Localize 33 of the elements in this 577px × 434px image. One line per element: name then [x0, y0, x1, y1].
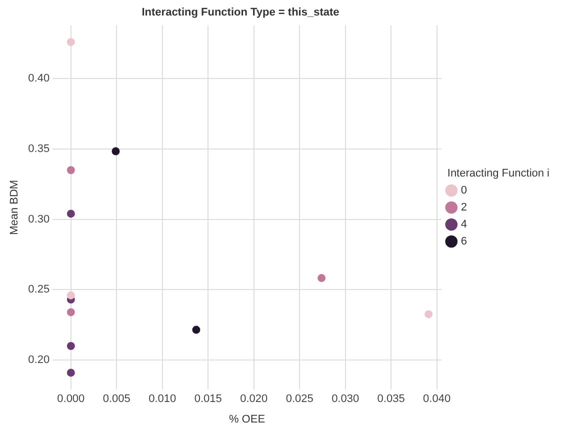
y-tick-label: 0.30 [28, 213, 50, 226]
point [112, 147, 120, 156]
point [192, 326, 200, 334]
x-axis-title: % OEE [228, 413, 266, 426]
x-tick-label: 0.020 [240, 393, 268, 406]
x-tick-label: 0.040 [423, 393, 451, 406]
x-tick-label: 0.000 [57, 393, 85, 406]
y-axis-title: Mean BDM [8, 180, 21, 235]
y-tick-label: 0.35 [28, 143, 50, 156]
legend-label: 0 [460, 184, 468, 197]
x-tick-label: 0.035 [377, 393, 405, 406]
x-tick-label: 0.015 [194, 393, 222, 406]
y-tick-label: 0.20 [28, 354, 50, 366]
y-tick-label: 0.25 [28, 284, 50, 296]
point [66, 291, 75, 300]
x-tick-label: 0.005 [102, 393, 130, 406]
legend-label: 4 [460, 218, 468, 231]
x-tick-label: 0.010 [148, 393, 176, 406]
y-tick-label: 0.40 [28, 72, 50, 85]
point [66, 210, 75, 218]
point [318, 274, 326, 282]
point [424, 310, 433, 318]
point [66, 342, 75, 350]
x-tick-label: 0.030 [332, 393, 360, 406]
x-tick-label: 0.025 [286, 393, 314, 406]
legend-label: 2 [460, 202, 468, 214]
legend-title: Interacting Function i [447, 168, 550, 180]
chart-title: Interacting Function Type = this_state [142, 6, 340, 19]
point [66, 368, 75, 377]
point [66, 166, 75, 174]
legend-label: 6 [460, 236, 468, 248]
point [66, 38, 75, 46]
point [66, 308, 75, 316]
